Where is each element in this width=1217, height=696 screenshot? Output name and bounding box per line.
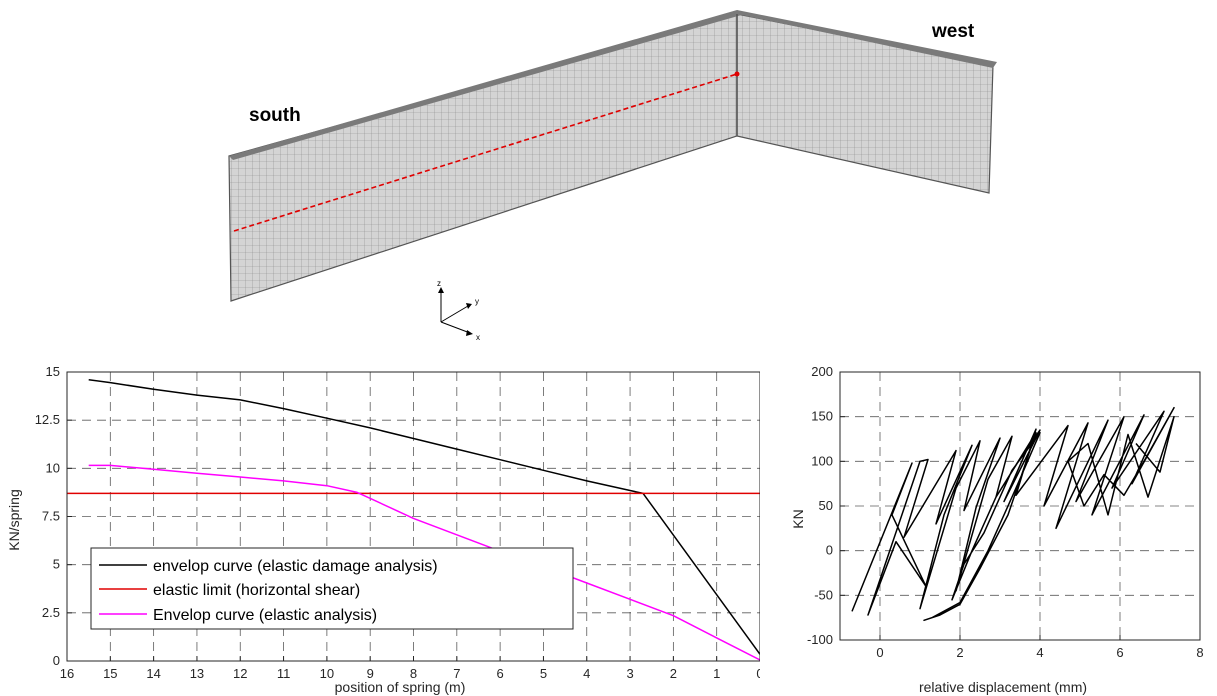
hysteresis-chart: 0 2 4 6 8 -100 -50 0 50 100 150 200 relative displa…	[760, 352, 1217, 696]
right-xtick-label-2: 4	[1036, 645, 1043, 660]
axis-y-label: y	[475, 297, 479, 306]
left-ytick-label-3: 7.5	[42, 509, 60, 524]
right-chart-series	[852, 408, 1174, 621]
left-xtick-label-13: 3	[626, 666, 633, 681]
axis-x-label: x	[476, 333, 480, 342]
right-ytick-label-6: 200	[811, 364, 833, 379]
left-ytick-label-1: 2.5	[42, 605, 60, 620]
left-xtick-label-14: 2	[670, 666, 677, 681]
left-xtick-label-6: 10	[320, 666, 334, 681]
left-x-axis-label: position of spring (m)	[335, 679, 466, 695]
right-ytick-label-3: 50	[819, 498, 833, 513]
axis-triad: z y x	[437, 279, 480, 342]
legend-label-damage: envelop curve (elastic damage analysis)	[153, 558, 438, 575]
left-xtick-label-2: 14	[146, 666, 160, 681]
left-xtick-label-15: 1	[713, 666, 720, 681]
left-ytick-label-0: 0	[53, 653, 60, 668]
left-y-axis-label: KN/spring	[6, 489, 22, 550]
right-ytick-label-4: 100	[811, 453, 833, 468]
right-xtick-label-3: 6	[1116, 645, 1123, 660]
left-xtick-label-5: 11	[277, 666, 291, 681]
legend-label-elastic: Envelop curve (elastic analysis)	[153, 607, 377, 624]
right-xtick-label-4: 8	[1196, 645, 1203, 660]
right-ytick-label-0: -100	[807, 632, 833, 647]
south-wall-face	[229, 14, 737, 301]
spring-force-chart: 16151413121110987654321002.557.51012.515…	[0, 352, 760, 696]
wall-model-figure: south west z y x	[0, 0, 1217, 352]
left-xtick-label-12: 4	[583, 666, 590, 681]
right-series-0	[852, 408, 1174, 621]
section-point	[735, 72, 740, 77]
left-xtick-label-11: 5	[540, 666, 547, 681]
left-xtick-label-3: 13	[190, 666, 204, 681]
left-ytick-label-6: 15	[46, 364, 60, 379]
legend-label-limit: elastic limit (horizontal shear)	[153, 582, 360, 599]
left-xtick-label-10: 6	[497, 666, 504, 681]
right-x-axis-label: relative displacement (mm)	[919, 679, 1087, 695]
left-ytick-label-4: 10	[46, 460, 60, 475]
right-ytick-label-5: 150	[811, 409, 833, 424]
left-xtick-label-0: 16	[60, 666, 74, 681]
axis-z-label: z	[437, 279, 441, 288]
left-ytick-label-5: 12.5	[35, 412, 60, 427]
right-xtick-label-0: 0	[876, 645, 883, 660]
south-label: south	[249, 105, 301, 126]
left-xtick-label-4: 12	[233, 666, 247, 681]
right-y-axis-label: KN	[790, 509, 806, 528]
right-ytick-label-2: 0	[826, 543, 833, 558]
left-ytick-label-2: 5	[53, 557, 60, 572]
left-xtick-label-1: 15	[103, 666, 117, 681]
right-xtick-label-1: 2	[956, 645, 963, 660]
right-ytick-label-1: -50	[814, 587, 833, 602]
west-label: west	[931, 21, 975, 42]
left-chart-legend: envelop curve (elastic damage analysis) …	[91, 548, 573, 629]
